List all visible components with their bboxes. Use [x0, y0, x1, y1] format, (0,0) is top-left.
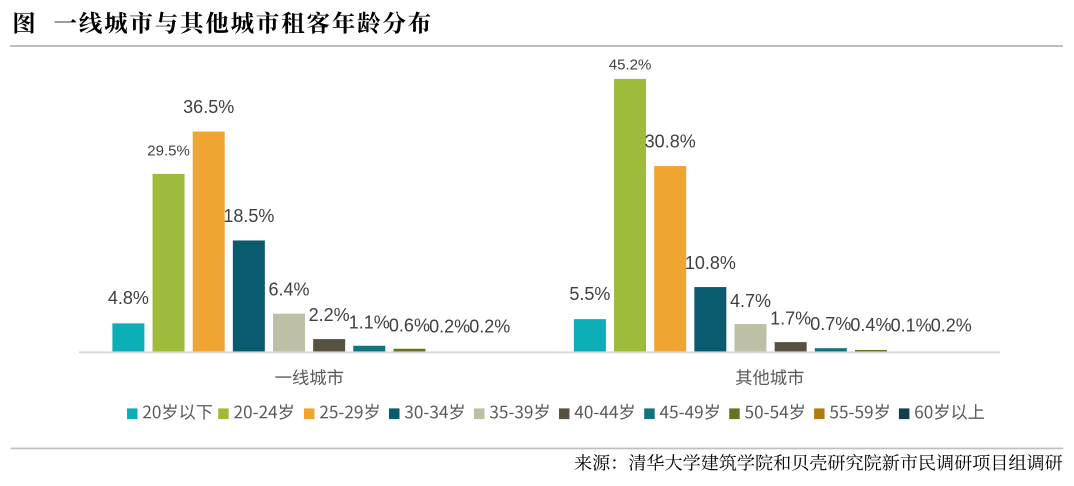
svg-text:0.1%: 0.1%: [891, 316, 932, 336]
svg-text:4.7%: 4.7%: [730, 291, 771, 311]
svg-text:0.2%: 0.2%: [469, 317, 510, 337]
svg-text:5.5%: 5.5%: [569, 284, 610, 304]
svg-text:0.7%: 0.7%: [810, 314, 851, 334]
svg-text:1.1%: 1.1%: [349, 312, 390, 332]
svg-text:0.2%: 0.2%: [931, 316, 972, 336]
svg-text:0.6%: 0.6%: [389, 315, 430, 335]
svg-text:10.8%: 10.8%: [685, 253, 736, 273]
svg-text:30.8%: 30.8%: [645, 132, 696, 152]
svg-text:18.5%: 18.5%: [223, 206, 274, 226]
svg-text:4.8%: 4.8%: [108, 288, 149, 308]
svg-text:2.2%: 2.2%: [309, 305, 350, 325]
svg-text:29.5%: 29.5%: [147, 143, 190, 160]
svg-text:0.4%: 0.4%: [850, 315, 891, 335]
svg-text:45.2%: 45.2%: [609, 57, 652, 74]
svg-text:6.4%: 6.4%: [268, 280, 309, 300]
svg-text:0.2%: 0.2%: [429, 317, 470, 337]
svg-text:1.7%: 1.7%: [770, 308, 811, 328]
svg-text:36.5%: 36.5%: [183, 97, 234, 117]
